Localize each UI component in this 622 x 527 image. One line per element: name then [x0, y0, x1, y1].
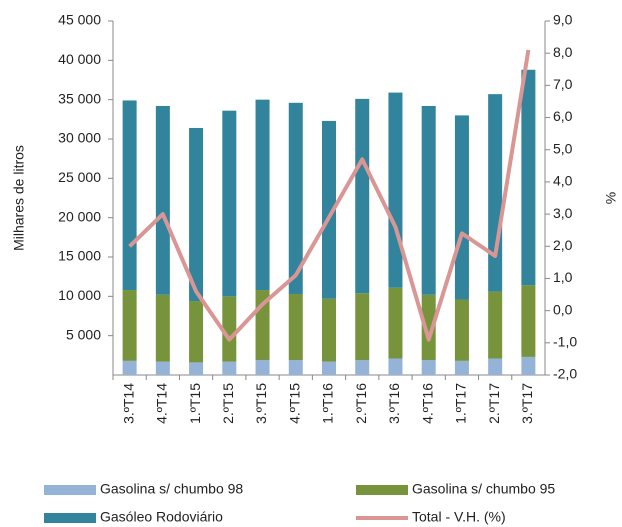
y2-tick-label: 7,0: [553, 76, 573, 92]
bar: [454, 360, 469, 375]
bar: [454, 115, 469, 300]
bar: [454, 299, 469, 361]
bar: [488, 358, 503, 375]
y2-tick-label: 3,0: [553, 205, 573, 221]
bar: [255, 360, 270, 375]
x-tick-label: 4.ºT16: [419, 383, 435, 424]
x-tick-label: 3.ºT16: [386, 383, 402, 424]
legend-label: Gasolina s/ chumbo 95: [412, 481, 555, 497]
bar: [122, 360, 137, 375]
bar: [388, 358, 403, 375]
bar: [388, 92, 403, 288]
legend-swatch: [44, 485, 96, 495]
bar: [122, 290, 137, 361]
y-tick-label: 5 000: [66, 326, 101, 342]
bar: [355, 98, 370, 294]
bar: [155, 294, 170, 362]
bar: [288, 293, 303, 361]
legend-label: Gasolina s/ chumbo 98: [100, 481, 243, 497]
x-tick-label: 4.ºT15: [286, 383, 302, 424]
y-tick-label: 20 000: [58, 208, 101, 224]
x-tick-label: 3.ºT17: [519, 383, 535, 424]
y2-tick-label: 5,0: [553, 140, 573, 156]
x-tick-label: 2.ºT15: [220, 383, 236, 424]
y-tick-label: 25 000: [58, 169, 101, 185]
y2-tick-label: 9,0: [553, 12, 573, 28]
y-tick-label: 35 000: [58, 90, 101, 106]
x-tick-label: 3.ºT15: [253, 383, 269, 424]
bar: [388, 287, 403, 359]
y2-tick-label: -2,0: [553, 366, 577, 382]
y-tick-label: 10 000: [58, 287, 101, 303]
x-tick-label: 4.ºT14: [154, 383, 170, 424]
y2-tick-label: 2,0: [553, 237, 573, 253]
bar: [255, 99, 270, 291]
bar: [222, 296, 237, 362]
y2-tick-label: -1,0: [553, 334, 577, 350]
legend-label: Gasóleo Rodoviário: [100, 509, 223, 525]
bar: [488, 94, 503, 292]
bar: [488, 291, 503, 359]
y2-tick-label: 1,0: [553, 269, 573, 285]
y-tick-label: 40 000: [58, 51, 101, 67]
bar: [421, 360, 436, 375]
bar: [288, 102, 303, 294]
x-tick-label: 1.ºT15: [187, 383, 203, 424]
bar: [355, 293, 370, 361]
y2-tick-label: 0,0: [553, 301, 573, 317]
y2-tick-label: 8,0: [553, 44, 573, 60]
y2-tick-label: 4,0: [553, 173, 573, 189]
legend-label: Total - V.H. (%): [412, 509, 506, 525]
x-tick-label: 1.ºT16: [320, 383, 336, 424]
x-tick-label: 3.ºT14: [120, 383, 136, 424]
line: [128, 49, 531, 342]
y-tick-label: 15 000: [58, 248, 101, 264]
x-tick-label: 1.ºT17: [453, 383, 469, 424]
bar: [122, 100, 137, 291]
x-tick-label: 2.ºT17: [486, 383, 502, 424]
bar: [189, 362, 204, 375]
bar: [322, 361, 336, 375]
bar: [521, 69, 536, 286]
bar: [421, 294, 436, 361]
bar: [421, 105, 436, 295]
bar: [288, 360, 303, 375]
bar: [222, 110, 237, 297]
y2-tick-label: 6,0: [553, 108, 573, 124]
legend-swatch: [44, 513, 96, 523]
y-tick-label: 30 000: [58, 130, 101, 146]
legend-swatch: [356, 485, 408, 495]
bar: [355, 360, 370, 375]
y2-axis-label: %: [603, 192, 619, 204]
bar: [521, 285, 536, 357]
y-axis-label: Milhares de litros: [11, 145, 27, 251]
bar: [322, 298, 336, 362]
bar: [521, 356, 536, 375]
bar: [322, 120, 336, 299]
bar: [189, 301, 204, 363]
bar: [222, 361, 237, 375]
bar: [155, 361, 170, 375]
y-tick-label: 45 000: [58, 12, 101, 28]
bar: [155, 105, 170, 295]
x-tick-label: 2.ºT16: [353, 383, 369, 424]
bar: [189, 127, 204, 302]
